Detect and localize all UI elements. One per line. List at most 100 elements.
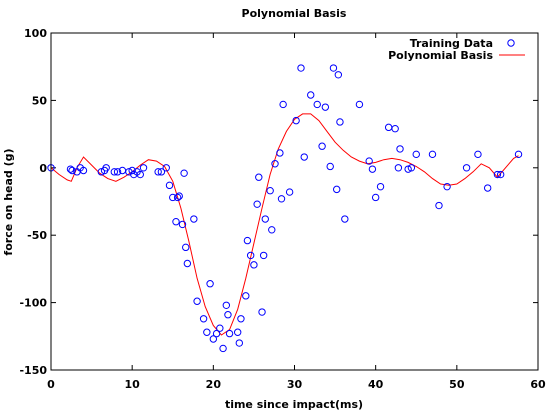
chart-title: Polynomial Basis xyxy=(242,7,347,20)
data-point-training xyxy=(496,170,505,179)
data-point-training xyxy=(157,168,166,176)
x-tick-label: 30 xyxy=(287,378,303,391)
x-tick-label: 0 xyxy=(47,378,55,391)
data-point-training xyxy=(334,71,343,79)
series-line-polynomial-basis xyxy=(50,113,519,336)
data-point-training xyxy=(190,215,198,223)
y-tick-label: -50 xyxy=(27,229,47,242)
data-point-training xyxy=(277,195,286,203)
data-point-training xyxy=(443,182,451,191)
data-point-training xyxy=(412,150,420,159)
data-point-training xyxy=(326,162,334,171)
data-point-training xyxy=(173,193,182,202)
data-point-training xyxy=(336,118,344,126)
data-point-training xyxy=(279,100,287,109)
data-point-training xyxy=(102,164,110,172)
legend-label-polynomial-basis: Polynomial Basis xyxy=(388,49,493,62)
plot-frame xyxy=(50,32,539,371)
data-point-training xyxy=(110,168,119,176)
data-point-training xyxy=(300,153,308,161)
x-tick-label: 40 xyxy=(368,378,384,391)
data-point-training xyxy=(113,168,122,176)
data-point-training xyxy=(182,243,190,252)
data-point-training xyxy=(128,166,136,175)
data-point-training xyxy=(333,185,341,194)
data-point-training xyxy=(365,157,373,165)
data-point-training xyxy=(154,168,162,176)
x-tick-label: 60 xyxy=(530,378,546,391)
y-tick-label: 0 xyxy=(39,162,47,175)
data-point-training xyxy=(514,150,523,159)
plot-area: 0 10 20 30 40 50 60 -150 -100 -50 0 50 100 xyxy=(19,27,546,391)
data-point-training xyxy=(493,170,502,179)
y-axis-label: force on head (g) xyxy=(2,148,15,255)
data-point-training xyxy=(285,188,294,196)
legend: Training Data Polynomial Basis xyxy=(388,37,525,62)
data-point-training xyxy=(297,64,305,72)
data-point-training xyxy=(258,308,266,316)
data-point-training xyxy=(250,261,258,269)
data-point-training xyxy=(175,192,183,200)
data-point-training xyxy=(224,311,232,319)
data-point-training xyxy=(165,181,174,190)
data-point-training xyxy=(462,164,471,172)
x-tick-label: 20 xyxy=(206,378,222,391)
data-point-training xyxy=(199,315,208,323)
data-point-training xyxy=(79,166,88,175)
data-point-training xyxy=(355,100,364,109)
data-point-training xyxy=(474,150,482,159)
data-point-training xyxy=(212,329,221,338)
data-point-training xyxy=(222,301,231,309)
data-point-training xyxy=(233,328,242,336)
data-point-training xyxy=(428,150,437,159)
data-point-training xyxy=(261,215,269,223)
data-point-training xyxy=(396,145,404,153)
data-point-training xyxy=(391,125,399,133)
data-point-training xyxy=(313,100,321,109)
data-point-training xyxy=(271,160,279,168)
data-point-training xyxy=(246,251,255,260)
data-point-training xyxy=(193,297,201,305)
data-point-training xyxy=(318,142,326,150)
data-point-training xyxy=(183,259,192,268)
x-axis-label: time since impact(ms) xyxy=(225,398,363,411)
data-point-training xyxy=(276,149,284,157)
y-tick-label: -150 xyxy=(19,364,47,377)
data-point-training xyxy=(435,201,443,210)
data-point-training xyxy=(268,226,276,234)
y-tick-label: -100 xyxy=(19,297,47,310)
x-tick-label: 10 xyxy=(125,378,141,391)
y-tick-label: 50 xyxy=(32,94,48,107)
data-point-training xyxy=(203,328,211,336)
legend-label-training-data: Training Data xyxy=(410,37,493,50)
data-point-training xyxy=(253,200,261,208)
data-point-training xyxy=(216,324,224,332)
data-point-training xyxy=(292,116,300,125)
data-point-training xyxy=(136,170,144,179)
y-tick-label: 100 xyxy=(24,27,47,40)
data-point-training xyxy=(97,168,106,176)
data-point-training xyxy=(321,103,330,111)
data-point-training xyxy=(172,218,180,226)
data-point-training xyxy=(235,339,244,347)
data-point-training xyxy=(68,166,76,175)
data-point-training xyxy=(329,64,338,72)
data-point-training xyxy=(66,165,75,173)
data-point-training xyxy=(237,315,245,323)
data-point-training xyxy=(394,164,403,172)
data-point-training xyxy=(341,215,349,223)
data-point-training xyxy=(371,193,380,202)
legend-marker-training-data xyxy=(507,39,515,47)
data-point-training xyxy=(407,164,416,172)
x-tick-label: 50 xyxy=(449,378,465,391)
data-point-training xyxy=(139,164,148,172)
data-point-training xyxy=(178,220,187,229)
data-point-training xyxy=(242,292,250,300)
data-point-training xyxy=(376,182,385,191)
data-point-training xyxy=(307,91,315,99)
data-point-training xyxy=(180,169,188,177)
data-point-training xyxy=(206,280,214,288)
data-point-training xyxy=(259,251,268,260)
